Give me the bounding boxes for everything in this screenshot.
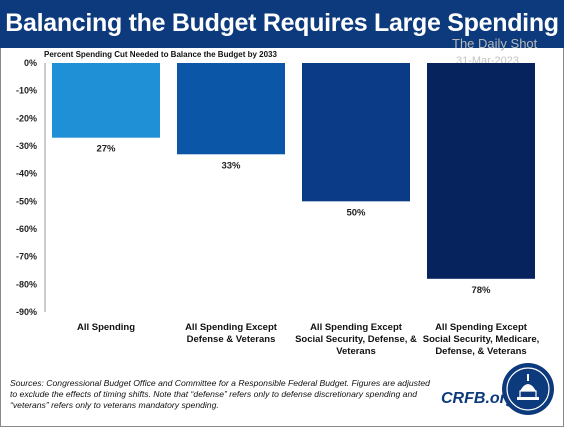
category-label: All Spending Except Social Security, Defe… (294, 322, 418, 358)
category-label-line: All Spending Except (185, 322, 277, 333)
bar (52, 63, 160, 138)
data-label: 27% (96, 144, 116, 155)
y-tick-label: -40% (16, 169, 37, 179)
y-tick-label: -50% (16, 196, 37, 206)
category-label-line: Defense, & Veterans (435, 346, 527, 357)
crfb-brand: CRFB.org (441, 390, 516, 407)
source-note: Sources: Congressional Budget Office and… (10, 378, 430, 410)
bar (302, 63, 410, 202)
category-label-line: All Spending Except (310, 322, 402, 333)
category-label: All Spending Except Social Security, Medi… (419, 322, 543, 358)
data-label: 50% (346, 207, 366, 218)
category-label: All Spending Except Defense & Veterans (169, 322, 293, 346)
y-tick-label: -60% (16, 224, 37, 234)
watermark-name: The Daily Shot (452, 36, 538, 51)
category-label-line: Social Security, Medicare, (422, 334, 540, 345)
y-tick-label: -30% (16, 141, 37, 151)
category-label: All Spending (44, 322, 168, 334)
data-label: 33% (221, 160, 241, 171)
data-label: 78% (471, 285, 491, 296)
chart-title: Balancing the Budget Requires Large Spen… (0, 0, 564, 83)
category-label-line: All Spending (76, 322, 136, 333)
category-label-line: All Spending Except (435, 322, 527, 333)
category-label-line: Social Security, Defense, & (295, 334, 417, 345)
y-tick-label: 0% (24, 58, 37, 68)
bar (177, 63, 285, 155)
category-label-line: Defense & Veterans (186, 334, 276, 345)
y-tick-label: -20% (16, 113, 37, 123)
category-label-line: Veterans (336, 346, 376, 357)
chart-subtitle: Percent Spending Cut Needed to Balance t… (44, 50, 277, 59)
capitol-dome-seal-icon (502, 363, 554, 415)
y-tick-label: -70% (16, 252, 37, 262)
y-tick-label: -10% (16, 86, 37, 96)
bar (427, 63, 535, 279)
y-tick-label: -80% (16, 279, 37, 289)
y-tick-label: -90% (16, 307, 37, 317)
